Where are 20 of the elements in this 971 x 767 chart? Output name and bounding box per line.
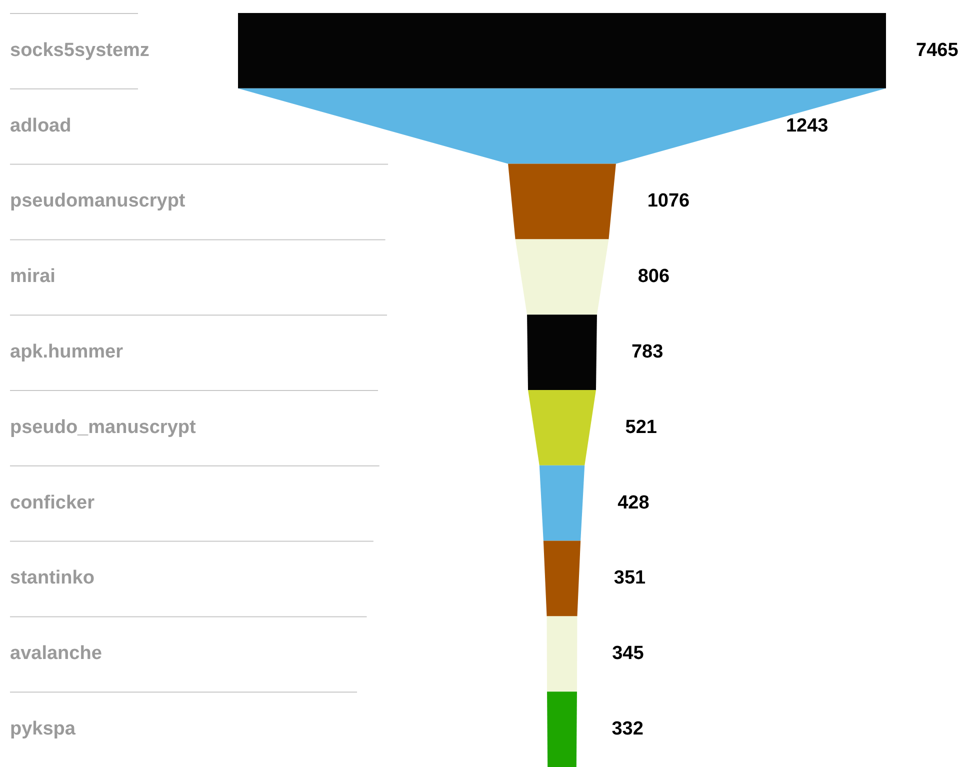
- data-label: 521: [625, 416, 658, 438]
- category-label: pseudo_manuscrypt: [10, 416, 196, 438]
- category-label: pseudomanuscrypt: [10, 190, 186, 212]
- data-label: 7465: [916, 40, 959, 61]
- category-label: socks5systemz: [10, 40, 150, 61]
- category-label: pykspa: [10, 718, 76, 740]
- data-label: 332: [612, 718, 644, 740]
- category-label: avalanche: [10, 643, 102, 664]
- data-label: 1076: [647, 190, 690, 212]
- data-label: 1243: [786, 115, 828, 136]
- category-label: apk.hummer: [10, 342, 124, 363]
- category-label: mirai: [10, 266, 56, 288]
- category-label: stantinko: [10, 568, 94, 589]
- data-label: 428: [618, 492, 650, 514]
- data-label: 783: [631, 342, 664, 363]
- category-label: conficker: [10, 492, 96, 514]
- data-label: 806: [638, 266, 670, 288]
- data-label: 351: [614, 568, 646, 589]
- category-label: adload: [10, 115, 72, 136]
- data-label: 345: [612, 643, 644, 664]
